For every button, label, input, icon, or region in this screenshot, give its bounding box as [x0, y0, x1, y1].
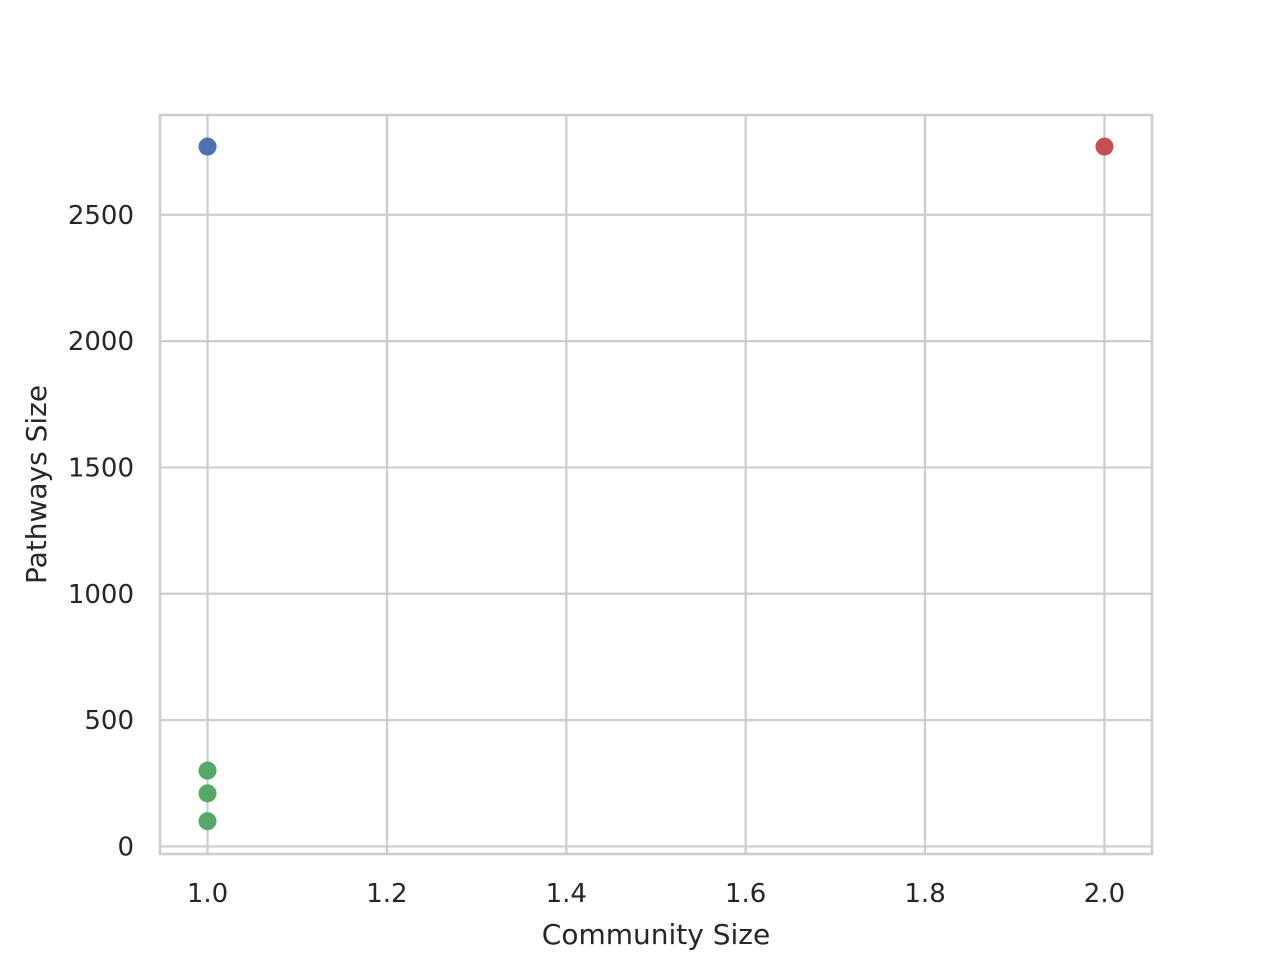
data-point: [198, 812, 217, 831]
y-tick-label: 1500: [68, 453, 134, 483]
x-tick-label: 1.0: [187, 879, 228, 909]
data-point: [198, 137, 217, 156]
plot-frame: [158, 113, 1154, 856]
x-tick-label: 1.4: [546, 879, 587, 909]
data-points: [198, 137, 1114, 831]
y-tick-label: 500: [84, 706, 134, 736]
data-point: [198, 761, 217, 780]
data-point: [1095, 137, 1114, 156]
y-tick-label: 1000: [68, 580, 134, 610]
grid-lines: [160, 115, 1152, 854]
y-tick-label: 2500: [68, 201, 134, 231]
x-tick-labels: 1.0 1.2 1.4 1.6 1.8 2.0: [187, 879, 1125, 909]
y-tick-label: 2000: [68, 327, 134, 357]
x-axis-label: Community Size: [542, 918, 770, 951]
data-point: [198, 784, 217, 803]
y-tick-labels: 0 500 1000 1500 2000 2500: [68, 201, 134, 863]
x-tick-label: 1.8: [904, 879, 945, 909]
y-axis-label: Pathways Size: [20, 385, 53, 584]
x-tick-label: 2.0: [1084, 879, 1125, 909]
x-tick-label: 1.2: [366, 879, 407, 909]
y-tick-label: 0: [117, 832, 134, 862]
x-tick-label: 1.6: [725, 879, 766, 909]
